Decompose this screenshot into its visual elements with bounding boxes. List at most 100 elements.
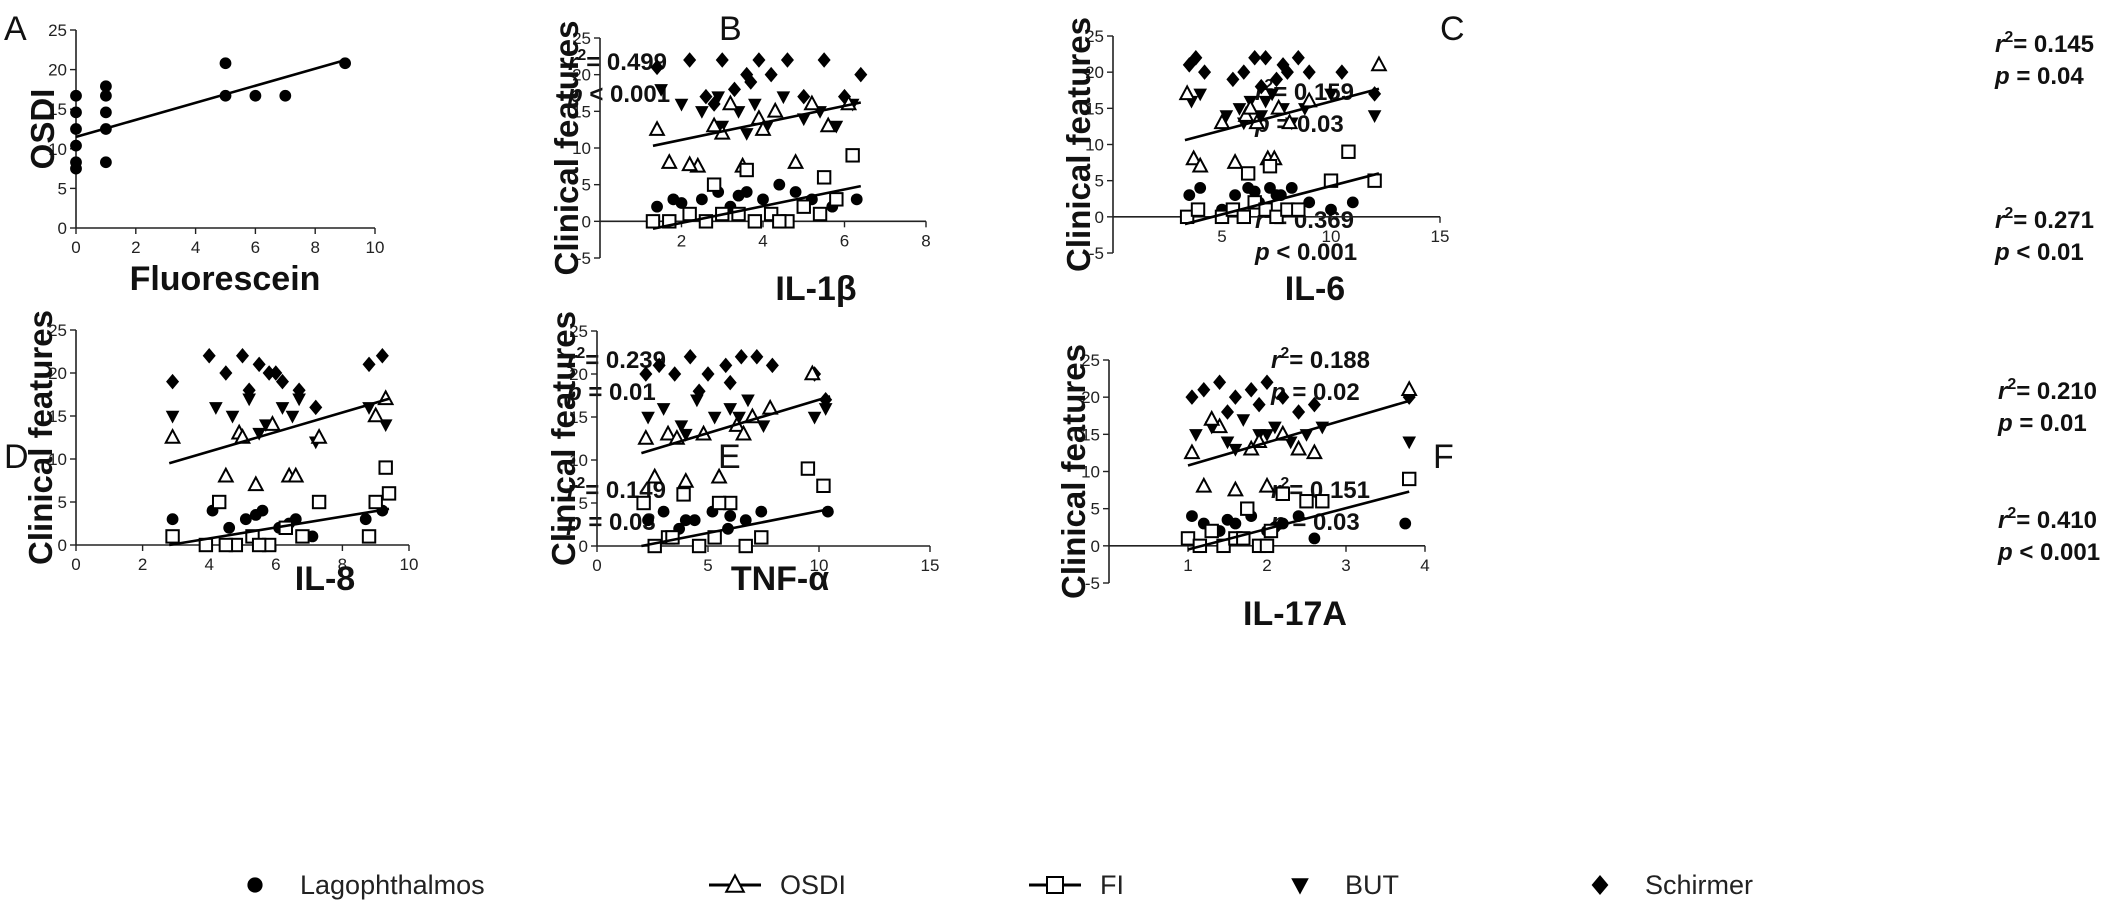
data-point-triangle-up (648, 120, 666, 136)
data-point-triangle-down (1268, 421, 1282, 435)
data-point-diamond (1198, 64, 1212, 80)
data-point-triangle-down (165, 410, 180, 424)
data-point-triangle-up (1305, 443, 1323, 460)
data-point-square-open (1204, 523, 1219, 539)
data-point-circle (657, 505, 670, 518)
data-point-diamond (1302, 64, 1316, 80)
data-point-triangle-down (748, 98, 762, 112)
data-point-square-open (738, 538, 753, 554)
data-point-triangle-down (1324, 88, 1338, 102)
data-point-triangle-down (292, 393, 306, 407)
data-point-diamond (1213, 374, 1227, 391)
data-point-triangle-down (723, 403, 738, 416)
r-squared-label: r2= 0.188 (1271, 345, 1370, 374)
legend-marker-circle (247, 877, 263, 893)
data-point-diamond (854, 66, 868, 83)
x-tick-label: 10 (1322, 227, 1341, 246)
data-point-diamond (719, 357, 733, 374)
data-point-square-open (682, 206, 697, 222)
legend: Lagophthalmos OSDI FI BUT Schirmer (247, 870, 1753, 900)
y-axis-label: Clinical features (548, 21, 585, 276)
y-tick-label: 5 (58, 493, 67, 512)
data-point-square-open (1190, 202, 1206, 217)
x-axis-label: TNF-α (731, 560, 829, 598)
y-tick-label: 0 (582, 212, 591, 231)
y-tick-label: 10 (572, 139, 591, 158)
data-point-diamond (1276, 389, 1290, 405)
data-point-triangle-down (209, 402, 223, 415)
panel-letter: C (1440, 10, 1465, 48)
data-point-circle (70, 89, 82, 102)
legend-label: Schirmer (1645, 870, 1753, 900)
y-tick-label: 20 (569, 365, 588, 384)
y-tick-label: 25 (1085, 27, 1104, 46)
x-tick-label: 0 (592, 556, 601, 575)
panel-letter: E (718, 438, 741, 476)
y-tick-label: -5 (1085, 574, 1100, 593)
x-axis-label: IL-8 (295, 560, 355, 598)
data-point-triangle-down (1219, 110, 1234, 124)
data-point-diamond (1226, 71, 1240, 88)
y-tick-label: 25 (569, 322, 588, 341)
y-axis-label: Clinical features (1055, 344, 1092, 599)
data-point-diamond (1252, 396, 1266, 413)
data-point-triangle-down (1367, 110, 1382, 124)
x-tick-label: 1 (1183, 556, 1192, 575)
r-squared-label: r2= 0.410 (1998, 505, 2097, 534)
data-point-triangle-up (247, 475, 265, 492)
data-point-diamond (252, 356, 266, 373)
data-point-diamond (309, 399, 323, 416)
regression-line (169, 507, 390, 547)
data-point-triangle-up (367, 406, 385, 423)
y-tick-label: 10 (1085, 136, 1104, 155)
y-tick-label: 25 (48, 321, 67, 340)
data-point-diamond (269, 365, 283, 381)
data-point-diamond (715, 52, 729, 68)
data-point-triangle-down (756, 420, 771, 434)
data-point-square-open (1262, 159, 1278, 174)
data-point-circle (651, 200, 663, 213)
data-point-triangle-up (217, 466, 235, 483)
data-point-triangle-up (1203, 409, 1221, 426)
data-point-diamond (235, 348, 250, 364)
data-point-triangle-up (1258, 476, 1276, 493)
y-tick-label: 15 (572, 102, 591, 121)
data-point-circle (679, 514, 692, 527)
y-tick-label: 15 (1085, 99, 1104, 118)
data-point-triangle-up (766, 101, 784, 118)
x-tick-label: 8 (338, 555, 347, 574)
data-point-circle (1325, 203, 1337, 216)
data-point-diamond (166, 373, 180, 390)
data-point-square-open (1341, 144, 1356, 159)
data-point-circle (1221, 513, 1234, 526)
data-point-diamond (1244, 381, 1258, 398)
data-point-triangle-up (1185, 149, 1203, 166)
data-point-square-open (676, 487, 691, 502)
legend-label: Lagophthalmos (300, 870, 485, 900)
x-tick-label: 10 (810, 556, 829, 575)
y-tick-label: 0 (58, 536, 67, 555)
data-point-diamond (780, 52, 794, 68)
data-point-diamond (765, 357, 779, 374)
data-point-triangle-up (787, 153, 805, 169)
data-point-triangle-down (1402, 436, 1417, 450)
data-point-circle (100, 156, 112, 169)
data-point-diamond (1259, 49, 1273, 66)
x-tick-label: 8 (921, 231, 930, 250)
data-point-square-open (1236, 209, 1251, 225)
data-point-square-open (1275, 486, 1290, 502)
data-point-diamond (639, 366, 653, 382)
x-tick-label: 5 (703, 556, 712, 575)
p-value-label: p = 0.01 (566, 379, 656, 406)
data-point-triangle-up (1191, 156, 1209, 173)
data-point-triangle-down (796, 113, 811, 127)
data-point-diamond (202, 348, 216, 364)
data-point-diamond (362, 356, 376, 373)
panel-letter: F (1433, 438, 1454, 476)
data-point-square-open (711, 495, 727, 511)
panel-f: F -5 0 5 10 15 20 25 1 2 3 4 IL-17A Clinical features… (1055, 344, 2100, 633)
r-squared-label: r2= 0.271 (1995, 205, 2094, 234)
p-value-label: p < 0.001 (1254, 239, 1357, 266)
x-tick-label: 0 (71, 555, 80, 574)
data-point-circle (70, 123, 82, 135)
